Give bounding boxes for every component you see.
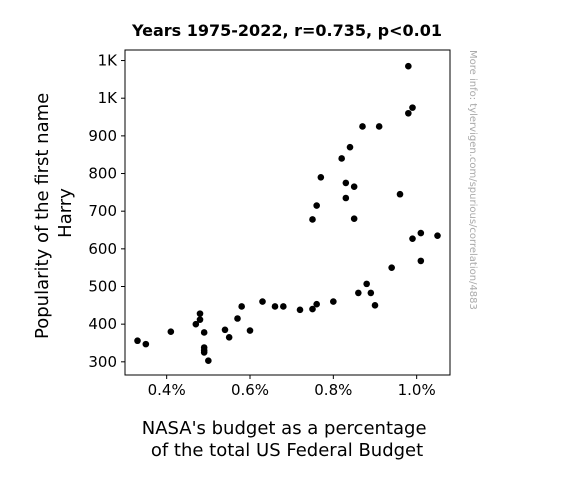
y-tick-label: 700 bbox=[88, 202, 117, 220]
data-point bbox=[167, 328, 175, 335]
x-tick-label: 0.6% bbox=[231, 381, 269, 399]
data-point bbox=[196, 316, 204, 323]
data-point bbox=[200, 329, 208, 336]
y-tick-label: 300 bbox=[88, 353, 117, 371]
data-point bbox=[234, 315, 241, 322]
data-point bbox=[338, 155, 345, 162]
data-point bbox=[221, 326, 229, 334]
watermark-text: More info: tylervigen.com/spurious/corre… bbox=[467, 50, 478, 310]
data-point bbox=[246, 327, 254, 334]
data-point bbox=[296, 306, 304, 314]
data-point bbox=[350, 183, 358, 191]
data-point bbox=[375, 123, 383, 130]
data-point bbox=[238, 303, 245, 310]
data-point bbox=[330, 298, 337, 305]
data-point bbox=[196, 310, 204, 317]
data-point bbox=[142, 340, 150, 348]
data-point bbox=[205, 357, 212, 364]
data-point bbox=[371, 302, 379, 309]
y-tick-label: 600 bbox=[88, 240, 117, 258]
data-point bbox=[317, 173, 325, 181]
data-point bbox=[346, 143, 354, 151]
x-tick-label: 0.4% bbox=[148, 381, 186, 399]
x-tick-label: 1.0% bbox=[398, 381, 436, 399]
y-tick-label: 800 bbox=[88, 165, 117, 183]
data-point bbox=[359, 123, 366, 130]
data-point bbox=[271, 303, 279, 310]
x-tick-label: 0.8% bbox=[314, 381, 352, 399]
data-point bbox=[259, 298, 266, 305]
data-point bbox=[355, 289, 362, 297]
data-point bbox=[417, 229, 425, 237]
data-point bbox=[342, 179, 350, 187]
chart-title: Years 1975-2022, r=0.735, p<0.01 bbox=[131, 21, 442, 40]
data-point bbox=[409, 104, 416, 111]
data-point bbox=[342, 194, 350, 202]
data-point bbox=[396, 190, 404, 198]
data-point bbox=[313, 202, 320, 209]
y-tick-label: 500 bbox=[88, 278, 117, 296]
data-point bbox=[405, 109, 412, 117]
data-point bbox=[225, 334, 233, 341]
data-point bbox=[313, 300, 320, 308]
y-axis-label: Popularity of the first name Harry bbox=[32, 87, 76, 339]
data-point bbox=[280, 303, 287, 310]
data-point bbox=[363, 280, 370, 288]
y-tick-label: 400 bbox=[88, 315, 117, 333]
data-point bbox=[367, 289, 375, 297]
data-point bbox=[350, 215, 358, 223]
plot-area: 0.4% 0.6% 0.8% 1.0% 300 400 500 600 700 800 900 1K 1… bbox=[88, 49, 451, 399]
data-point bbox=[434, 232, 441, 239]
x-axis-label: NASA's budget as a percentage of the tot… bbox=[142, 418, 433, 461]
y-tick-label: 900 bbox=[88, 127, 117, 145]
data-point bbox=[409, 235, 416, 242]
data-point bbox=[405, 62, 412, 70]
y-tick-label: 1K bbox=[98, 52, 119, 70]
y-axis-label-line-1: Popularity of the first name bbox=[32, 93, 53, 339]
y-axis-label-line-2: Harry bbox=[55, 188, 76, 238]
data-point bbox=[200, 349, 208, 356]
x-axis-label-line-1: NASA's budget as a percentage bbox=[142, 418, 427, 439]
data-point bbox=[388, 264, 395, 271]
data-point bbox=[309, 216, 316, 223]
y-tick-label: 1K bbox=[98, 89, 119, 107]
x-axis-label-line-2: of the total US Federal Budget bbox=[151, 440, 423, 461]
plot-frame bbox=[124, 49, 451, 376]
data-point bbox=[309, 305, 316, 313]
data-point bbox=[417, 257, 425, 265]
data-point bbox=[134, 337, 141, 345]
data-point bbox=[192, 320, 200, 328]
